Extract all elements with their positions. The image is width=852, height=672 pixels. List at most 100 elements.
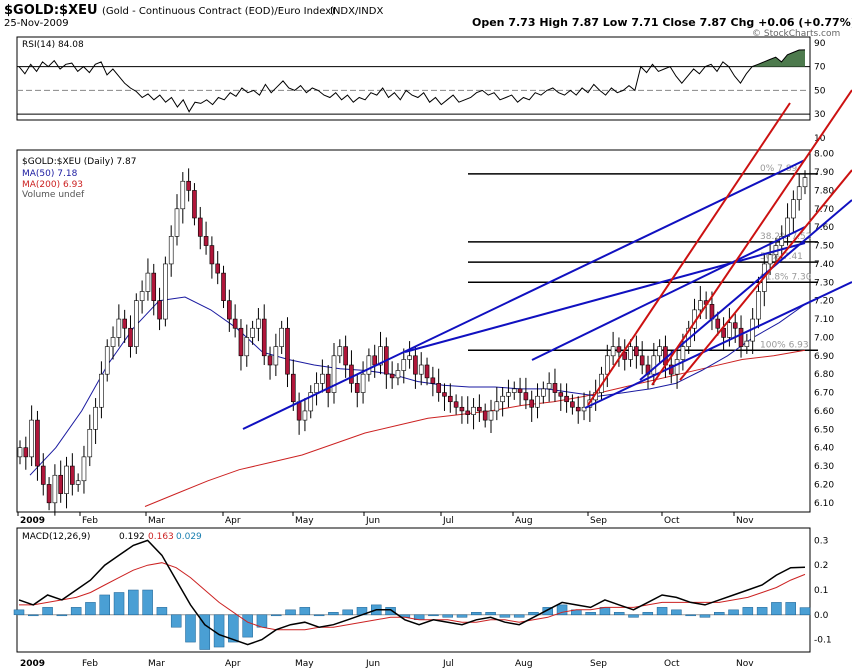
candle-body bbox=[174, 208, 180, 237]
macd-label-signal: 0.163 bbox=[148, 532, 174, 542]
macd-histogram-bar bbox=[242, 614, 253, 638]
month-label-bottom: Jul bbox=[442, 659, 454, 669]
price-tick-label: 6.70 bbox=[814, 389, 834, 399]
candle-body bbox=[796, 186, 802, 200]
candle-body bbox=[657, 346, 662, 357]
candle-body bbox=[506, 392, 511, 397]
red-trendline bbox=[679, 169, 852, 381]
candle-body bbox=[378, 346, 383, 366]
month-label-bottom: May bbox=[295, 659, 314, 669]
candle-body bbox=[157, 300, 162, 320]
candle-body bbox=[418, 364, 424, 375]
candle-body bbox=[29, 419, 34, 458]
macd-histogram-bar bbox=[542, 607, 554, 616]
candle-body bbox=[308, 392, 314, 412]
month-label: Mar bbox=[148, 516, 165, 526]
candle-body bbox=[401, 359, 407, 371]
price-tick-label: 7.40 bbox=[814, 260, 834, 270]
quote-line: Open 7.73 High 7.87 Low 7.71 Close 7.87 … bbox=[472, 16, 852, 29]
candle-body bbox=[564, 395, 569, 403]
candle-body bbox=[575, 406, 581, 412]
candle-body bbox=[197, 217, 203, 237]
macd-histogram-bar bbox=[213, 614, 225, 648]
macd-histogram-bar bbox=[56, 614, 68, 617]
candle-body bbox=[232, 318, 238, 329]
candle-body bbox=[238, 327, 244, 357]
price-tick-label: 7.80 bbox=[814, 186, 834, 196]
candle-body bbox=[285, 327, 290, 375]
candle-body bbox=[395, 370, 401, 379]
chart-symbol: $GOLD:$XEU bbox=[4, 3, 98, 18]
candle-body bbox=[46, 484, 52, 504]
macd-tick-label: -0.1 bbox=[814, 636, 832, 646]
macd-histogram-bar bbox=[113, 592, 125, 616]
price-tick-label: 6.50 bbox=[814, 425, 834, 435]
candle-body bbox=[151, 272, 157, 301]
price-tick-label: 7.10 bbox=[814, 315, 834, 325]
candle-body bbox=[756, 291, 761, 320]
candle-body bbox=[331, 355, 337, 393]
candle-body bbox=[267, 355, 273, 366]
candle-body bbox=[58, 474, 64, 494]
candle-body bbox=[244, 337, 250, 357]
candle-body bbox=[511, 388, 517, 393]
price-legend-ma50: MA(50) 7.18 bbox=[22, 169, 78, 179]
macd-histogram-bar bbox=[742, 607, 754, 616]
rsi-tick-label: 70 bbox=[814, 63, 826, 73]
candle-body bbox=[546, 383, 552, 390]
fib-label: 100% 6.93 bbox=[760, 340, 809, 350]
candle-body bbox=[372, 355, 378, 366]
rsi-label: RSI(14) 84.08 bbox=[22, 40, 84, 50]
price-tick-label: 7.60 bbox=[814, 223, 834, 233]
macd-histogram-bar bbox=[28, 614, 39, 617]
rsi-tick-label: 50 bbox=[814, 86, 826, 96]
fib-label: 61.8% 7.30 bbox=[760, 272, 812, 282]
candle-body bbox=[192, 190, 197, 219]
macd-histogram-bar bbox=[714, 612, 725, 616]
candle-body bbox=[610, 346, 616, 357]
macd-histogram-bar bbox=[85, 602, 96, 616]
candle-body bbox=[337, 346, 343, 357]
price-tick-label: 6.90 bbox=[814, 352, 834, 362]
candle-body bbox=[767, 254, 773, 265]
candle-body bbox=[87, 429, 93, 458]
month-label: May bbox=[295, 516, 314, 526]
macd-histogram-bar bbox=[170, 614, 182, 628]
candle-body bbox=[302, 410, 308, 421]
macd-histogram-bar bbox=[656, 607, 668, 616]
macd-histogram-bar bbox=[199, 614, 211, 650]
candle-body bbox=[570, 401, 575, 408]
macd-histogram-bar bbox=[728, 609, 739, 616]
red-trendline bbox=[587, 102, 791, 406]
blue-trendline bbox=[404, 242, 806, 353]
candle-body bbox=[628, 346, 633, 360]
macd-tick-label: 0.2 bbox=[814, 561, 828, 571]
candle-body bbox=[52, 474, 58, 504]
candle-body bbox=[145, 272, 151, 292]
red-trendline bbox=[651, 89, 852, 386]
candle-body bbox=[622, 351, 628, 360]
candle-body bbox=[389, 373, 395, 379]
candle-body bbox=[203, 236, 209, 246]
macd-histogram-bar bbox=[556, 604, 568, 616]
macd-histogram-bar bbox=[456, 614, 468, 618]
candle-body bbox=[482, 410, 488, 421]
candle-body bbox=[517, 388, 523, 393]
candle-body bbox=[651, 355, 657, 375]
price-tick-label: 7.20 bbox=[814, 297, 834, 307]
macd-histogram-bar bbox=[156, 607, 168, 616]
candle-body bbox=[680, 346, 686, 360]
candle-body bbox=[186, 180, 191, 191]
candle-body bbox=[93, 406, 98, 430]
candle-body bbox=[471, 406, 476, 415]
candle-body bbox=[116, 318, 122, 338]
month-label: 2009 bbox=[20, 516, 45, 526]
candle-body bbox=[256, 318, 261, 329]
candle-body bbox=[366, 355, 372, 375]
candle-body bbox=[81, 456, 87, 482]
candle-body bbox=[343, 346, 348, 366]
candle-body bbox=[273, 346, 279, 366]
macd-tick-label: 0.3 bbox=[814, 536, 828, 546]
candle-body bbox=[465, 410, 471, 415]
price-legend-ma200: MA(200) 6.93 bbox=[22, 180, 83, 190]
